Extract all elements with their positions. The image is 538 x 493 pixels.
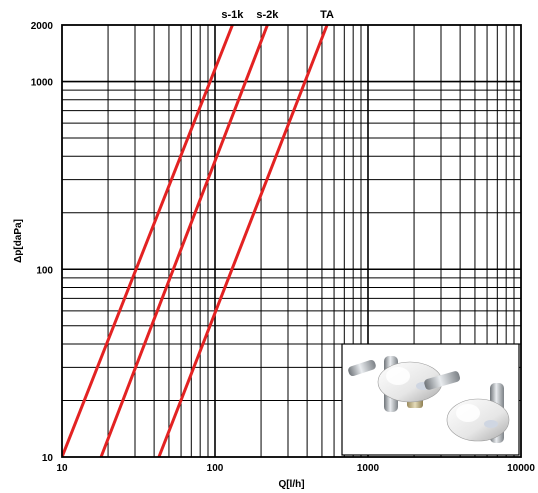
x-tick-label: 1000 — [357, 463, 380, 474]
series-line-s-2k — [99, 25, 269, 457]
series-line-s-1k — [62, 25, 234, 457]
series-lines — [62, 25, 329, 457]
x-tick-label: 10000 — [507, 463, 535, 474]
y-axis-title: Δp[daPa] — [13, 219, 24, 263]
chart-labels: 10 100 1000 10000 10 100 1000 2000 Q[l/h] Δp[daPa… — [13, 9, 535, 490]
series-line-TA — [157, 25, 329, 457]
plot-border — [61, 24, 522, 458]
x-tick-label: 10 — [56, 463, 68, 474]
radiator-valve-photo-icon — [348, 356, 510, 443]
series-label-TA: TA — [320, 9, 334, 21]
plot-frame — [61, 24, 522, 458]
series-label-s-2k: s-2k — [256, 9, 279, 21]
x-tick-label: 100 — [207, 463, 224, 474]
y-tick-label: 10 — [42, 453, 54, 464]
valve-photo-inset — [341, 343, 520, 456]
y-tick-label: 1000 — [31, 78, 54, 89]
series-label-s-1k: s-1k — [221, 9, 244, 21]
y-tick-label: 2000 — [31, 21, 54, 32]
x-axis-title: Q[l/h] — [278, 479, 304, 490]
y-tick-label: 100 — [36, 265, 53, 276]
